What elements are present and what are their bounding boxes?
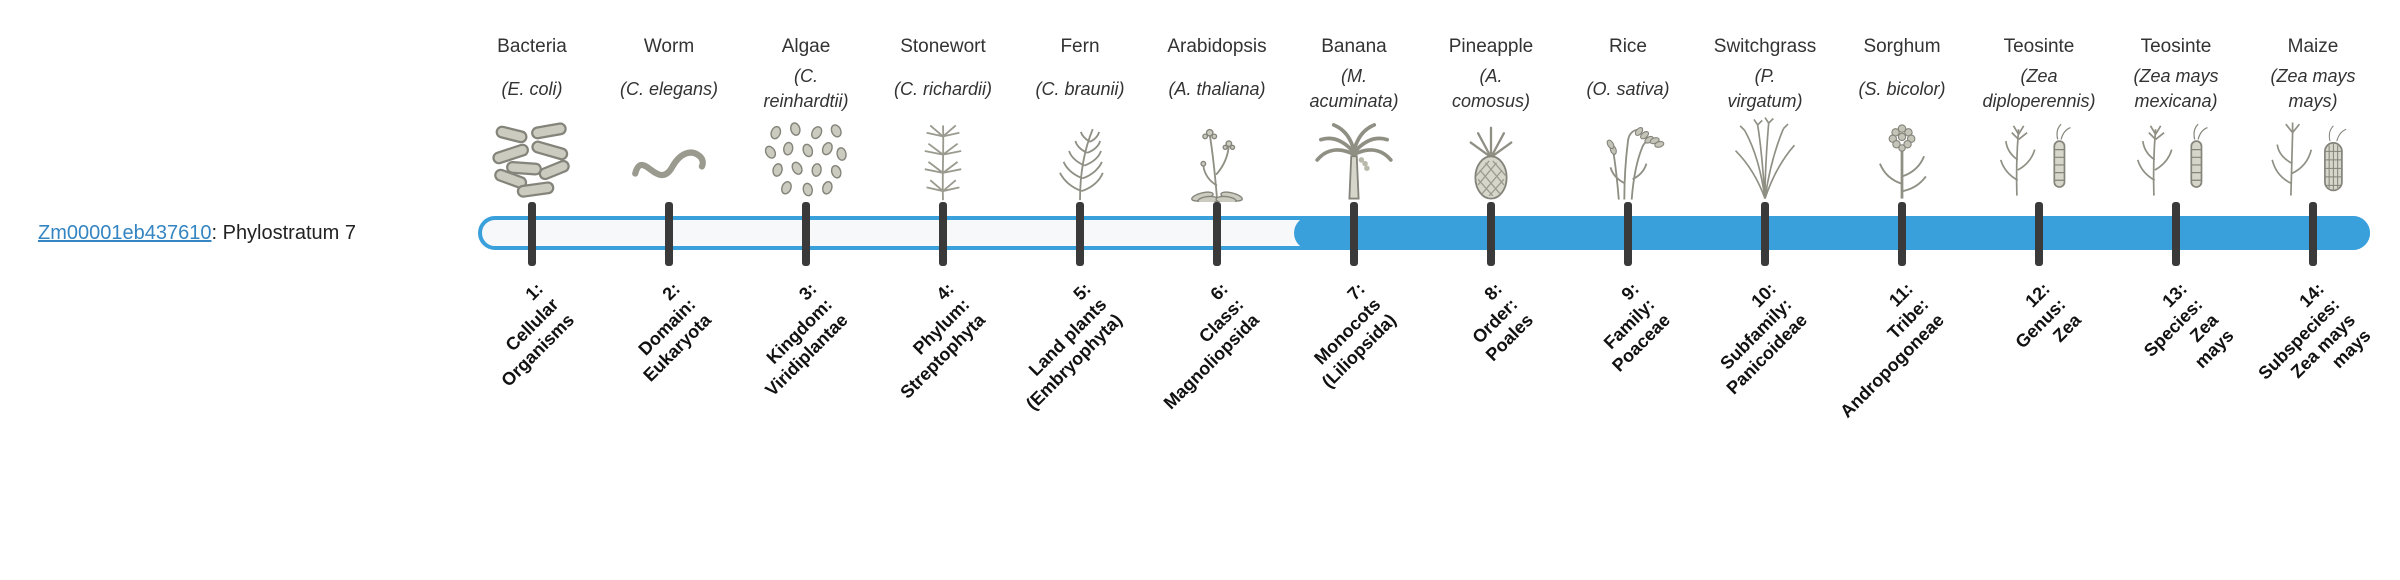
stratum-column: Stonewort (C. richardii) 4: Phylum: Stre… — [868, 0, 1018, 580]
phylostratum-label: 12: Genus: Zea — [2011, 278, 2085, 353]
species-latin-name: (Zea mays mays) — [2270, 66, 2356, 111]
phylostratum-label: 13: Species: Zea mays — [2139, 278, 2238, 373]
species-latin-name: (A. comosus) — [1451, 66, 1531, 111]
species-latin-name: (C. richardii) — [893, 78, 992, 99]
species-common-name: Sorghum — [1863, 36, 1941, 57]
species-latin-name: (Zea diploperennis) — [1982, 66, 2096, 111]
sorghum-icon — [1827, 114, 1977, 202]
gene-label: Zm00001eb437610: Phylostratum 7 — [38, 222, 356, 245]
species-latin-name: (Zea mays mexicana) — [2133, 66, 2219, 111]
gene-id-link[interactable]: Zm00001eb437610 — [38, 222, 212, 244]
stratum-column: Teosinte (Zea mays mexicana) 13: Species… — [2101, 0, 2251, 580]
stratum-column: Algae (C. reinhardtii) 3: Kingdom: Virid… — [731, 0, 881, 580]
phylostrata-bar-fill — [1294, 216, 2370, 250]
species-common-name: Rice — [1608, 36, 1647, 57]
teosinte-icon — [2101, 114, 2251, 202]
species-latin-name: (C. elegans) — [619, 78, 719, 99]
stratum-column: Maize (Zea mays mays) 14: Subspecies: Ze… — [2238, 0, 2388, 580]
phylostratum-tick — [1624, 202, 1632, 266]
species-common-name: Stonewort — [900, 36, 986, 57]
phylostratum-tick — [665, 202, 673, 266]
species-common-name: Fern — [1060, 36, 1100, 57]
fern-icon — [1005, 114, 1155, 202]
phylostratum-label: 5: Land plants (Embryophyta) — [1022, 278, 1126, 414]
phylostratum-label: 14: Subspecies: Zea mays mays — [2254, 278, 2375, 384]
pineapple-icon — [1416, 114, 1566, 202]
species-common-name: Banana — [1321, 36, 1387, 57]
stratum-column: Bacteria (E. coli) 1: Cellular Organisms — [457, 0, 607, 580]
maize-icon — [2238, 114, 2388, 202]
rice-icon — [1553, 114, 1703, 202]
species-latin-name: (P. virgatum) — [1727, 66, 1803, 111]
species-common-name: Algae — [781, 36, 831, 57]
stratum-column: Fern (C. braunii) 5: Land plants (Embryo… — [1005, 0, 1155, 580]
stratum-column: Switchgrass (P. virgatum) 10: Subfamily:… — [1690, 0, 1840, 580]
arabidopsis-icon — [1142, 114, 1292, 202]
phylostratum-tick — [1761, 202, 1769, 266]
phylostratum-tick — [1350, 202, 1358, 266]
gene-label-suffix: : Phylostratum 7 — [211, 222, 356, 244]
phylostratum-tick — [1213, 202, 1221, 266]
stratum-column: Pineapple (A. comosus) 8: Order: Poales — [1416, 0, 1566, 580]
species-latin-name: (C. braunii) — [1035, 78, 1125, 99]
algae-icon — [731, 114, 881, 202]
switchgrass-icon — [1690, 114, 1840, 202]
species-common-name: Pineapple — [1448, 36, 1534, 57]
species-common-name: Bacteria — [497, 36, 567, 57]
stratum-column: Arabidopsis (A. thaliana) 6: Class: Magn… — [1142, 0, 1292, 580]
banana-icon — [1279, 114, 1429, 202]
phylostratum-label: 1: Cellular Organisms — [497, 278, 578, 391]
species-common-name: Teosinte — [2140, 36, 2212, 57]
stratum-column: Sorghum (S. bicolor) 11: Tribe: Andropog… — [1827, 0, 1977, 580]
phylostratum-label: 9: Family: Poaceae — [1599, 278, 1674, 376]
phylostratum-label: 2: Domain: Eukaryota — [634, 278, 715, 386]
phylostratum-label: 11: Tribe: Andropogoneae — [1836, 278, 1948, 422]
teosinte-icon — [1964, 114, 2114, 202]
stratum-column: Rice (O. sativa) 9: Family: Poaceae — [1553, 0, 1703, 580]
phylostratum-tick — [2172, 202, 2180, 266]
phylostratum-tick — [2309, 202, 2317, 266]
phylostratum-label: 3: Kingdom: Viridiplantae — [761, 278, 852, 401]
species-common-name: Teosinte — [2003, 36, 2075, 57]
phylostratum-tick — [528, 202, 536, 266]
stratum-column: Banana (M. acuminata) 7: Monocots (Lilio… — [1279, 0, 1429, 580]
species-latin-name: (A. thaliana) — [1168, 78, 1266, 99]
species-latin-name: (C. reinhardtii) — [763, 66, 849, 111]
species-latin-name: (E. coli) — [501, 78, 563, 99]
species-common-name: Switchgrass — [1713, 36, 1817, 57]
species-latin-name: (S. bicolor) — [1858, 78, 1946, 99]
phylostratum-tick — [1487, 202, 1495, 266]
phylostratum-label: 4: Phylum: Streptophyta — [896, 278, 989, 403]
species-latin-name: (O. sativa) — [1586, 78, 1670, 99]
phylostratum-label: 6: Class: Magnoliopsida — [1159, 278, 1263, 414]
phylostratum-tick — [2035, 202, 2043, 266]
phylostratum-label: 8: Order: Poales — [1468, 278, 1537, 366]
phylostratum-tick — [939, 202, 947, 266]
phylostratum-tick — [1076, 202, 1084, 266]
species-common-name: Arabidopsis — [1167, 36, 1267, 57]
stonewort-icon — [868, 114, 1018, 202]
worm-icon — [594, 114, 744, 202]
phylostratum-tick — [1898, 202, 1906, 266]
phylostratum-label: 7: Monocots (Liliopsida) — [1310, 278, 1400, 392]
bacteria-icon — [457, 114, 607, 202]
phylostratum-tick — [802, 202, 810, 266]
species-latin-name: (M. acuminata) — [1309, 66, 1399, 111]
species-common-name: Maize — [2287, 36, 2339, 57]
stratum-column: Teosinte (Zea diploperennis) 12: Genus: … — [1964, 0, 2114, 580]
species-common-name: Worm — [643, 36, 695, 57]
phylostratum-label: 10: Subfamily: Panicoideae — [1716, 278, 1811, 399]
stratum-column: Worm (C. elegans) 2: Domain: Eukaryota — [594, 0, 744, 580]
